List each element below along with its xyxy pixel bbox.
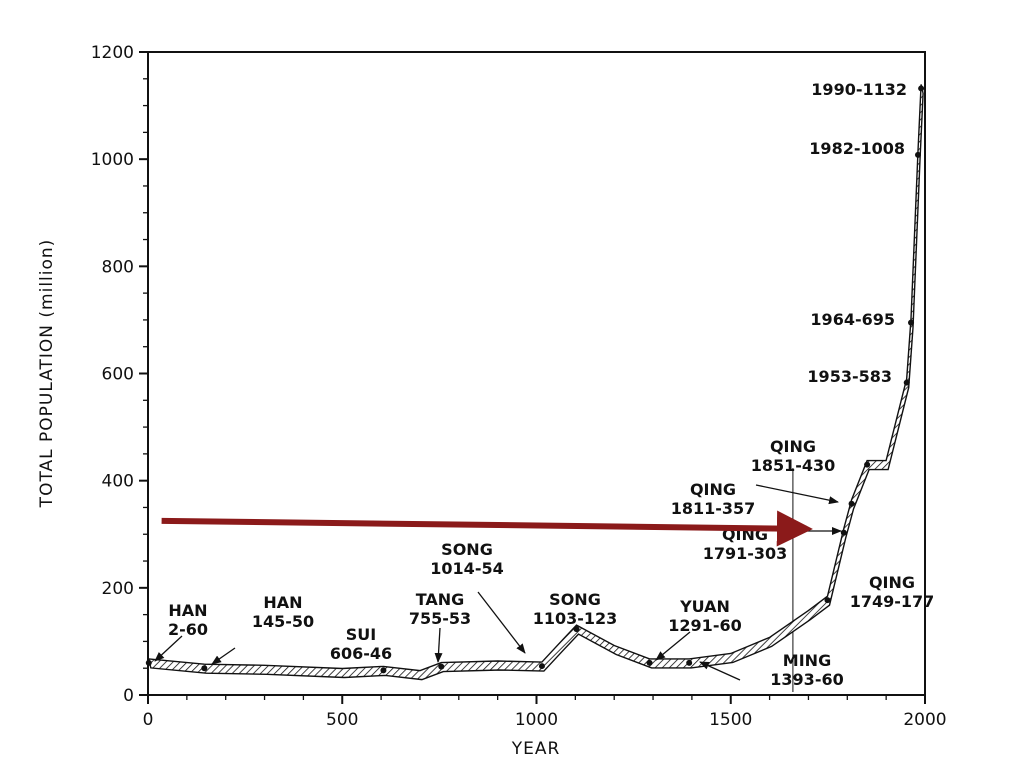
- data-point: [380, 667, 387, 674]
- annotation-pointer: [699, 661, 741, 681]
- annotation-label: QING 1811-357: [671, 480, 756, 518]
- annotation-line: 1749-177: [850, 592, 935, 611]
- annotation-pointer: [434, 627, 443, 663]
- data-point: [686, 659, 693, 666]
- annotation-label: SONG 1103-123: [533, 590, 618, 628]
- annotation-line: TANG: [416, 590, 465, 609]
- annotation-line: 1811-357: [671, 499, 756, 518]
- annotation-pointer: [755, 484, 839, 505]
- x-axis-ticks: 0 500 1000 1500 2000: [143, 695, 947, 730]
- annotation-label: TANG 755-53: [409, 590, 471, 628]
- x-tick-label: 500: [326, 710, 358, 730]
- annotation-line: 1990-1132: [811, 80, 907, 99]
- x-tick-label: 1000: [515, 710, 558, 730]
- data-point: [864, 461, 871, 468]
- data-point: [915, 151, 922, 158]
- annotation-line: 1982-1008: [809, 139, 905, 158]
- annotation-line: 1953-583: [807, 367, 892, 386]
- annotation-line: 1393-60: [770, 670, 843, 689]
- data-point: [646, 659, 653, 666]
- annotation-label: 1964-695: [810, 310, 895, 329]
- annotation-pointer: [154, 635, 183, 662]
- annotation-line: 2-60: [168, 620, 208, 639]
- annotation-line: 755-53: [409, 609, 471, 628]
- annotation-line: SONG: [441, 540, 493, 559]
- annotation-line: HAN: [263, 593, 302, 612]
- y-tick-label: 200: [102, 579, 134, 599]
- annotation-line: 1851-430: [751, 456, 836, 475]
- annotation-label: MING 1393-60: [770, 651, 843, 689]
- y-tick-label: 600: [102, 365, 134, 385]
- x-tick-label: 0: [143, 710, 154, 730]
- annotation-label: QING 1749-177: [850, 573, 935, 611]
- data-point: [438, 663, 445, 670]
- annotation-label: SONG 1014-54: [430, 540, 503, 578]
- annotation-line: QING: [770, 437, 816, 456]
- highlight-arrow: [161, 510, 813, 547]
- data-point: [908, 319, 915, 326]
- annotation-pointers: [154, 484, 842, 681]
- annotation-label: 1982-1008: [809, 139, 905, 158]
- annotation-label: YUAN 1291-60: [668, 597, 741, 635]
- annotation-line: 1791-303: [703, 544, 788, 563]
- data-points: [145, 85, 925, 674]
- data-point: [824, 597, 831, 604]
- annotation-label: HAN 2-60: [168, 601, 208, 639]
- annotation-line: QING: [690, 480, 736, 499]
- annotation-line: SONG: [549, 590, 601, 609]
- annotation-line: 1291-60: [668, 616, 741, 635]
- data-point: [201, 665, 208, 672]
- population-band: [147, 84, 924, 681]
- data-point: [903, 379, 910, 386]
- annotation-label: 1953-583: [807, 367, 892, 386]
- annotation-label: HAN 145-50: [252, 593, 314, 631]
- y-tick-label: 800: [102, 257, 134, 277]
- annotation-label: 1990-1132: [811, 80, 907, 99]
- x-tick-label: 2000: [903, 710, 946, 730]
- annotation-line: 1103-123: [533, 609, 618, 628]
- annotation-pointer: [655, 631, 691, 661]
- annotation-line: 145-50: [252, 612, 314, 631]
- annotation-pointer: [211, 647, 236, 665]
- annotation-line: SUI: [346, 625, 376, 644]
- data-point: [573, 626, 580, 633]
- x-axis-title: YEAR: [511, 739, 561, 759]
- y-tick-label: 400: [102, 472, 134, 492]
- data-point: [538, 663, 545, 670]
- y-tick-label: 0: [123, 686, 134, 706]
- y-tick-label: 1000: [91, 150, 134, 170]
- y-axis-ticks: 0 200 400 600 800 1000 1200: [91, 43, 148, 706]
- annotation-line: HAN: [168, 601, 207, 620]
- data-point: [848, 500, 855, 507]
- annotation-line: 606-46: [330, 644, 392, 663]
- annotation-label: SUI 606-46: [330, 625, 392, 663]
- y-axis-title: TOTAL POPULATION (million): [37, 239, 57, 509]
- data-point: [918, 85, 925, 92]
- annotation-line: YUAN: [679, 597, 730, 616]
- y-tick-label: 1200: [91, 43, 134, 63]
- x-tick-label: 1500: [709, 710, 752, 730]
- annotation-line: 1964-695: [810, 310, 895, 329]
- annotation-line: MING: [783, 651, 831, 670]
- annotation-line: 1014-54: [430, 559, 503, 578]
- annotation-line: QING: [869, 573, 915, 592]
- data-point: [840, 529, 847, 536]
- annotation-pointer: [477, 591, 526, 654]
- annotation-label: QING 1851-430: [751, 437, 836, 475]
- data-point: [145, 659, 152, 666]
